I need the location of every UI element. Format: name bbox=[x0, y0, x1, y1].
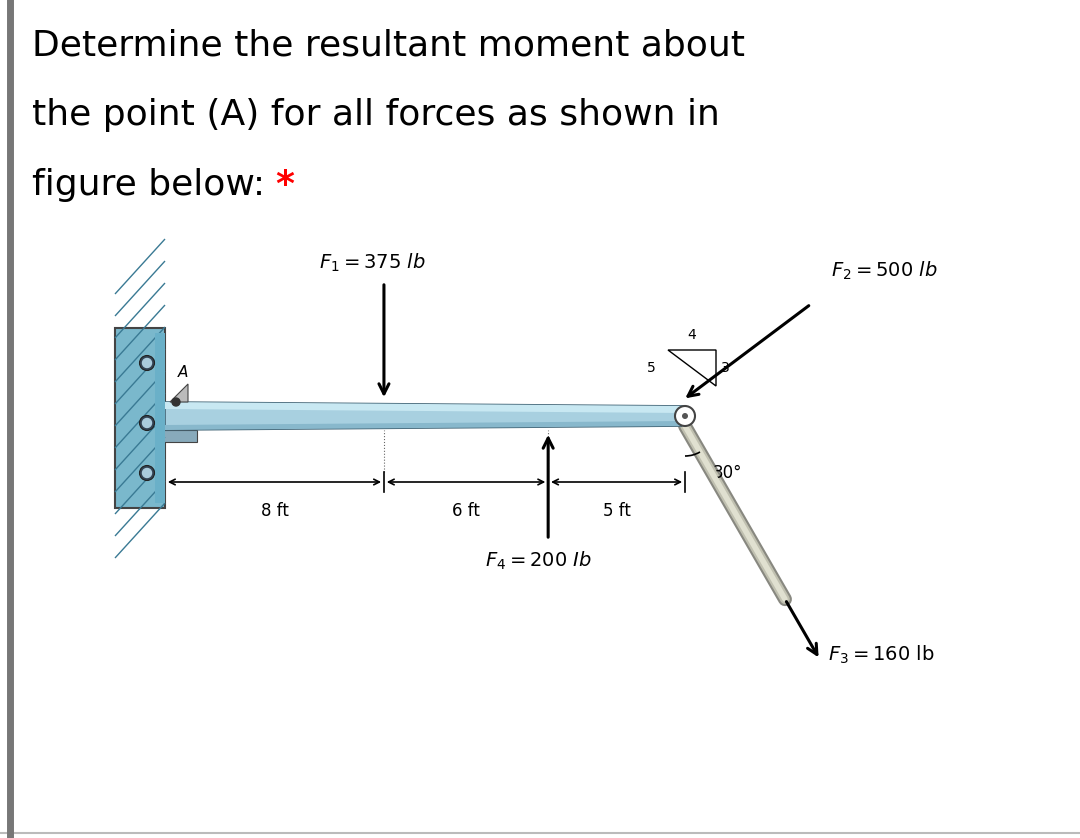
Text: 30°: 30° bbox=[713, 464, 743, 482]
Text: A: A bbox=[178, 365, 188, 380]
Bar bbox=[114, 328, 165, 508]
Text: *: * bbox=[275, 168, 294, 202]
Text: 6 ft: 6 ft bbox=[453, 502, 480, 520]
Text: 3: 3 bbox=[721, 361, 730, 375]
Circle shape bbox=[139, 416, 154, 431]
Circle shape bbox=[143, 418, 151, 427]
Text: 5 ft: 5 ft bbox=[603, 502, 631, 520]
Polygon shape bbox=[165, 402, 685, 413]
Text: the point (A) for all forces as shown in: the point (A) for all forces as shown in bbox=[32, 98, 720, 132]
Bar bbox=[156, 333, 165, 503]
Text: 5: 5 bbox=[647, 361, 656, 375]
Text: figure below:: figure below: bbox=[32, 168, 276, 202]
Text: $F_3 = 160$ lb: $F_3 = 160$ lb bbox=[828, 644, 934, 666]
Text: $F_1 = 375$ lb: $F_1 = 375$ lb bbox=[319, 251, 426, 274]
Polygon shape bbox=[165, 402, 685, 430]
Circle shape bbox=[675, 406, 696, 426]
Text: $F_2 = 500$ lb: $F_2 = 500$ lb bbox=[831, 260, 937, 282]
Circle shape bbox=[139, 465, 154, 480]
Polygon shape bbox=[170, 384, 188, 402]
Circle shape bbox=[681, 413, 688, 419]
Circle shape bbox=[172, 398, 180, 406]
Text: Determine the resultant moment about: Determine the resultant moment about bbox=[32, 28, 745, 62]
Circle shape bbox=[143, 468, 151, 478]
Polygon shape bbox=[165, 421, 685, 430]
Text: $F_4 = 200$ Ib: $F_4 = 200$ Ib bbox=[485, 550, 592, 572]
Circle shape bbox=[143, 359, 151, 368]
Text: 4: 4 bbox=[688, 328, 697, 342]
Circle shape bbox=[139, 355, 154, 370]
Text: 8 ft: 8 ft bbox=[260, 502, 288, 520]
Bar bbox=[157, 430, 197, 442]
